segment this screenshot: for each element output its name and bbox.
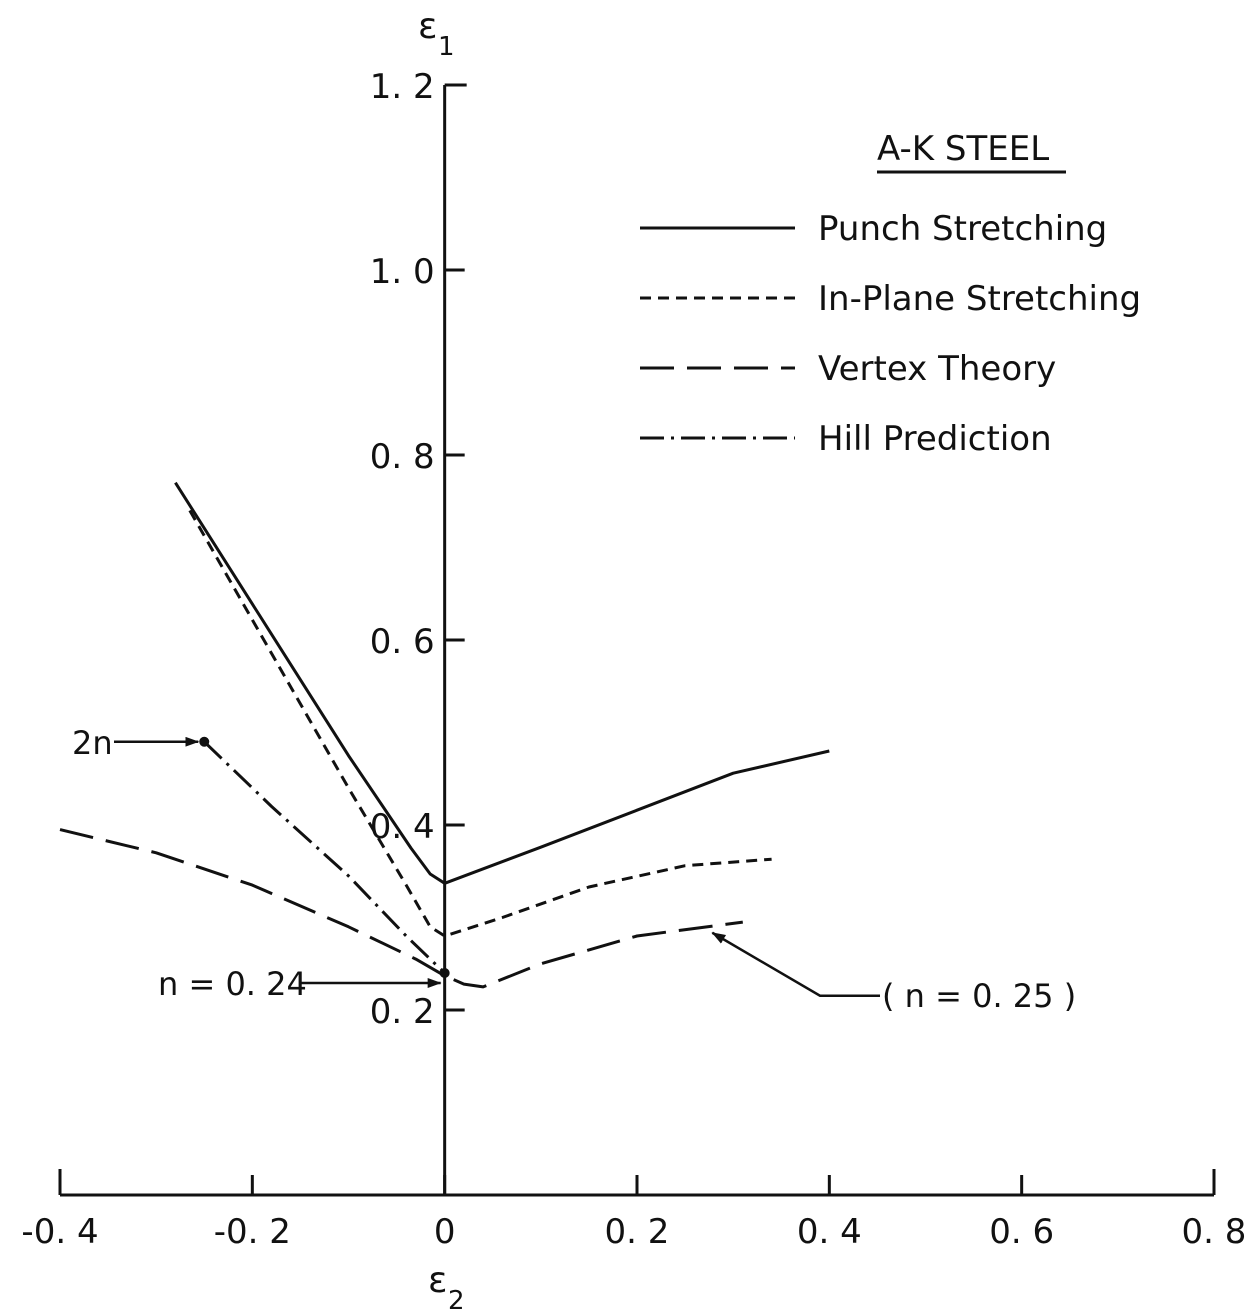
x-tick-label: 0. 8 [1182, 1212, 1247, 1252]
annotation-n-025-label: ( n = 0. 25 ) [882, 977, 1076, 1015]
x-axis-symbol: ε [428, 1260, 447, 1301]
y-tick-label: 0. 2 [370, 992, 435, 1032]
annotations: 2n n = 0. 24 ( n = 0. 25 ) [72, 724, 1076, 1015]
y-tick-label: 0. 6 [370, 622, 435, 662]
axes [60, 85, 1214, 1197]
y-axis-subscript: 1 [438, 32, 455, 62]
x-axis-label: ε 2 [428, 1260, 465, 1315]
x-tick-label: 0. 2 [605, 1212, 670, 1252]
legend-label-vertex-theory: Vertex Theory [818, 349, 1056, 389]
y-tick-label: 1. 0 [370, 252, 435, 292]
hill-start-point [199, 736, 210, 747]
legend-label-hill-prediction: Hill Prediction [818, 419, 1052, 459]
x-tick-label: -0. 4 [21, 1212, 98, 1252]
series-line-punch-stretching [174, 481, 830, 885]
hill-end-point [439, 968, 450, 978]
annotation-2n-label: 2n [72, 724, 113, 762]
legend-label-in-plane-stretching: In-Plane Stretching [818, 279, 1141, 319]
annotation-n-024-label: n = 0. 24 [158, 965, 307, 1003]
x-tick-label: -0. 2 [214, 1212, 291, 1252]
series-line-hill-prediction [203, 740, 446, 975]
y-tick-label: 1. 2 [370, 67, 435, 107]
series-line-vertex-theory [59, 828, 743, 989]
series-lines [59, 481, 830, 989]
legend-label-punch-stretching: Punch Stretching [818, 209, 1107, 249]
ticks: -0. 4 -0. 2 0 0. 2 0. 4 0. 6 0. 80. 20. 40. 60… [21, 67, 1246, 1252]
x-tick-label: 0 [434, 1212, 456, 1252]
series-line-in-plane-stretching [188, 509, 772, 938]
annotation-n-025-arrow [711, 931, 880, 997]
legend: A-K STEEL Punch Stretching In-Plane Stret… [640, 129, 1141, 459]
y-tick-label: 0. 8 [370, 437, 435, 477]
x-tick-label: 0. 6 [989, 1212, 1054, 1252]
legend-title: A-K STEEL [877, 129, 1049, 169]
x-axis-subscript: 2 [448, 1286, 465, 1315]
y-axis-label: ε 1 [418, 6, 455, 62]
x-tick-label: 0. 4 [797, 1212, 862, 1252]
y-axis-symbol: ε [418, 6, 437, 47]
